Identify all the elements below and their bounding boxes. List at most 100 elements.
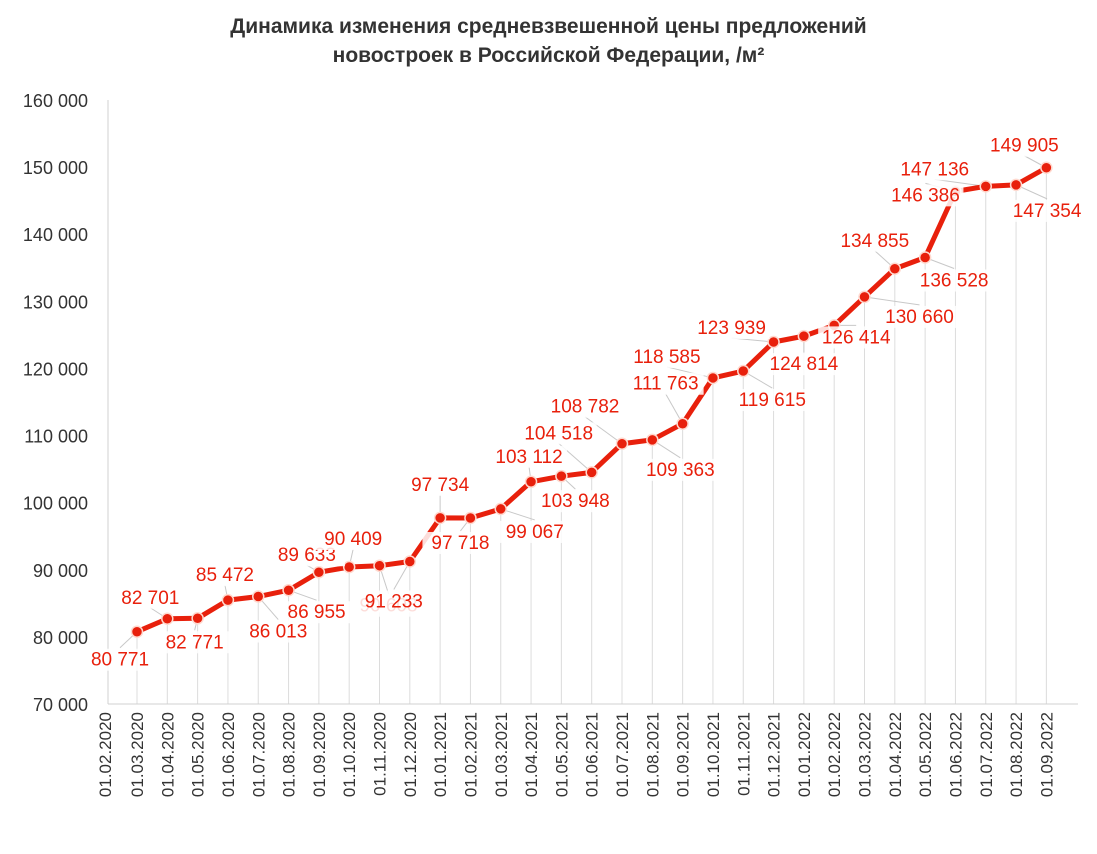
data-point xyxy=(737,364,750,378)
label-leader xyxy=(934,178,986,187)
x-tick-label: 01.04.2022 xyxy=(886,712,905,797)
data-label: 86 955 xyxy=(288,602,346,623)
x-tick-label: 01.08.2021 xyxy=(643,712,662,797)
chart-title-line-1: Динамика изменения средневзвешенной цены… xyxy=(230,15,867,38)
data-label: 136 528 xyxy=(920,271,989,292)
data-point xyxy=(494,502,507,516)
x-tick-label: 01.05.2022 xyxy=(916,712,935,797)
x-tick-label: 01.08.2022 xyxy=(1007,712,1026,797)
y-tick-label: 150 000 xyxy=(23,158,88,178)
data-label: 124 814 xyxy=(770,354,839,375)
data-label: 104 518 xyxy=(524,423,593,444)
data-point xyxy=(403,555,417,568)
data-label-background xyxy=(693,317,770,340)
data-point xyxy=(555,469,568,483)
data-point xyxy=(888,262,902,276)
x-tick-label: 01.06.2021 xyxy=(583,712,602,797)
data-point xyxy=(312,565,326,579)
data-label-background xyxy=(496,520,573,543)
data-label: 123 939 xyxy=(697,318,766,339)
data-label-background xyxy=(491,445,568,468)
x-tick-label: 01.01.2022 xyxy=(795,712,814,797)
data-label-background xyxy=(402,473,479,496)
x-axis-ticks: 01.02.2020 01.03.2020 01.04.2020 01.05.2020… xyxy=(96,712,1056,797)
data-label: 90 409 xyxy=(324,529,382,550)
x-tick-label: 01.12.2021 xyxy=(765,712,784,797)
data-label: 97 718 xyxy=(431,533,489,554)
data-label: 119 615 xyxy=(739,390,806,411)
x-tick-label: 01.11.2020 xyxy=(371,712,390,796)
x-tick-label: 01.12.2020 xyxy=(401,712,420,797)
x-tick-label: 01.03.2020 xyxy=(128,712,147,797)
label-leader xyxy=(666,366,714,379)
data-point xyxy=(191,612,204,625)
data-label-background xyxy=(520,422,597,445)
x-tick-label: 01.07.2022 xyxy=(977,712,996,797)
y-tick-label: 90 000 xyxy=(33,561,88,581)
axes xyxy=(107,100,1078,705)
data-label: 103 112 xyxy=(495,447,562,468)
data-label: 130 660 xyxy=(885,307,954,328)
x-tick-label: 01.10.2020 xyxy=(340,712,359,797)
data-label-background xyxy=(547,395,623,418)
data-label-background xyxy=(537,490,614,513)
data-label-background xyxy=(628,345,705,368)
data-label-background xyxy=(986,134,1063,157)
data-point xyxy=(252,590,265,603)
x-tick-label: 01.08.2020 xyxy=(280,712,299,797)
x-tick-label: 01.02.2021 xyxy=(461,712,480,797)
x-tick-label: 01.02.2020 xyxy=(96,712,115,797)
x-tick-label: 01.06.2020 xyxy=(219,712,238,797)
x-tick-label: 01.09.2020 xyxy=(310,712,329,797)
data-label-background xyxy=(156,631,233,654)
data-point xyxy=(918,251,932,264)
data-label: 147 354 xyxy=(1013,201,1082,222)
data-label: 109 363 xyxy=(646,460,715,481)
y-tick-label: 80 000 xyxy=(33,628,88,648)
y-tick-label: 130 000 xyxy=(23,292,88,312)
data-label-background xyxy=(1009,199,1086,222)
data-label-background xyxy=(734,389,811,412)
data-point xyxy=(130,625,144,638)
x-tick-label: 01.05.2021 xyxy=(552,712,571,797)
label-leader xyxy=(864,296,920,306)
y-tick-label: 120 000 xyxy=(23,359,88,379)
series xyxy=(130,161,1053,638)
data-point xyxy=(221,593,235,607)
data-point xyxy=(646,433,659,447)
label-leader xyxy=(584,416,623,445)
x-tick-label: 01.04.2020 xyxy=(158,712,177,797)
data-label-background xyxy=(881,305,958,328)
y-tick-label: 140 000 xyxy=(23,225,88,245)
x-tick-label: 01.11.2021 xyxy=(734,712,753,796)
x-tick-label: 01.05.2020 xyxy=(189,712,208,797)
x-tick-label: 01.03.2021 xyxy=(492,712,511,797)
data-point xyxy=(797,329,811,343)
data-label-background xyxy=(315,528,392,551)
data-label-background xyxy=(240,620,317,643)
data-label-background xyxy=(355,590,432,613)
data-label: 91 233 xyxy=(365,592,423,613)
x-tick-label: 01.02.2022 xyxy=(825,712,844,797)
x-tick-label: 01.01.2021 xyxy=(431,712,450,797)
data-label: 103 948 xyxy=(541,491,610,512)
y-tick-label: 110 000 xyxy=(24,427,88,447)
y-tick-label: 100 000 xyxy=(23,494,88,514)
x-tick-label: 01.09.2021 xyxy=(674,712,693,797)
data-label-background xyxy=(422,531,499,554)
data-point xyxy=(1009,178,1023,192)
data-label: 82 701 xyxy=(121,588,179,609)
data-point xyxy=(585,466,598,479)
chart-title: Динамика изменения средневзвешенной цены… xyxy=(0,12,1097,70)
data-label: 134 855 xyxy=(840,231,909,252)
data-label-background xyxy=(82,648,158,671)
data-point xyxy=(706,371,720,385)
data-label-background xyxy=(627,372,704,395)
data-point xyxy=(615,437,629,450)
data-point xyxy=(433,511,447,525)
data-label-background xyxy=(887,184,964,207)
data-label-background xyxy=(836,229,913,252)
y-tick-label: 160 000 xyxy=(23,91,88,111)
data-label: 86 013 xyxy=(249,622,307,643)
